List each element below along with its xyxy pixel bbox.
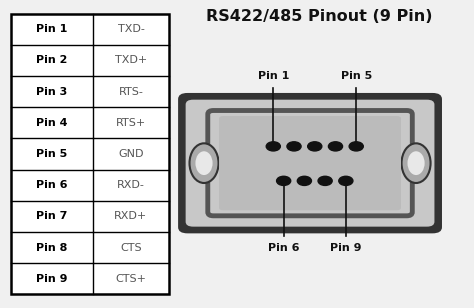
Ellipse shape	[401, 143, 430, 183]
Circle shape	[266, 142, 280, 151]
Text: Pin 1: Pin 1	[257, 71, 289, 81]
Circle shape	[328, 142, 343, 151]
Bar	[11, 14, 169, 294]
Text: RS422/485 Pinout (9 Pin): RS422/485 Pinout (9 Pin)	[206, 9, 433, 24]
Text: GND: GND	[118, 149, 144, 159]
Text: Pin 5: Pin 5	[341, 71, 372, 81]
Text: TXD+: TXD+	[115, 55, 147, 65]
Ellipse shape	[408, 151, 425, 175]
Text: Pin 2: Pin 2	[36, 55, 68, 65]
Text: Pin 4: Pin 4	[36, 118, 68, 128]
Circle shape	[277, 176, 291, 185]
Text: Pin 9: Pin 9	[330, 243, 362, 253]
Text: RTS+: RTS+	[116, 118, 146, 128]
Circle shape	[339, 176, 353, 185]
Ellipse shape	[195, 151, 213, 175]
FancyBboxPatch shape	[186, 100, 435, 227]
Circle shape	[287, 142, 301, 151]
FancyBboxPatch shape	[208, 111, 412, 216]
Text: TXD-: TXD-	[118, 24, 145, 34]
Text: Pin 6: Pin 6	[36, 180, 68, 190]
Text: CTS: CTS	[120, 243, 142, 253]
Text: RXD+: RXD+	[114, 211, 147, 221]
FancyBboxPatch shape	[178, 93, 442, 233]
Circle shape	[297, 176, 311, 185]
Text: Pin 8: Pin 8	[36, 243, 68, 253]
Text: CTS+: CTS+	[116, 274, 146, 284]
Text: RTS-: RTS-	[118, 87, 144, 97]
Circle shape	[349, 142, 363, 151]
Text: Pin 9: Pin 9	[36, 274, 68, 284]
Text: Pin 3: Pin 3	[36, 87, 68, 97]
Text: Pin 5: Pin 5	[36, 149, 68, 159]
Text: Pin 6: Pin 6	[268, 243, 300, 253]
Ellipse shape	[190, 143, 219, 183]
Text: Pin 7: Pin 7	[36, 211, 68, 221]
Text: RXD-: RXD-	[117, 180, 145, 190]
Text: Pin 1: Pin 1	[36, 24, 68, 34]
Circle shape	[318, 176, 332, 185]
FancyBboxPatch shape	[219, 116, 401, 210]
Circle shape	[308, 142, 322, 151]
